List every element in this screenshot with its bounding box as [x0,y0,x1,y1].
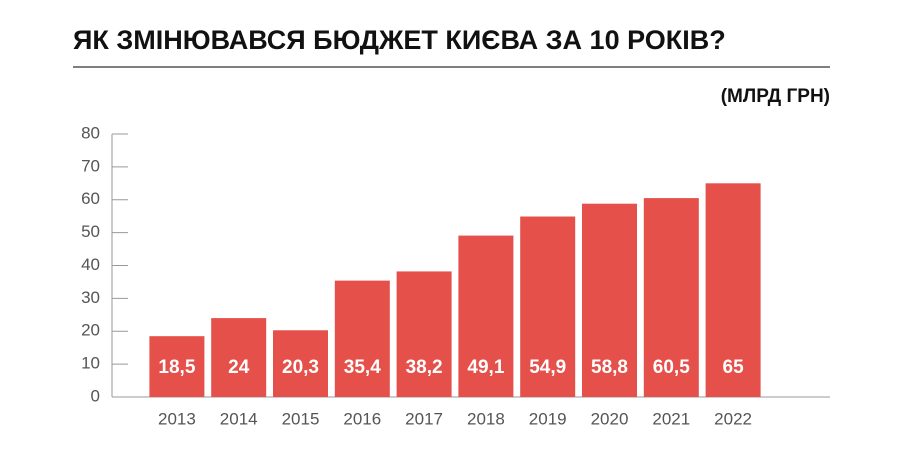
chart-title: ЯК ЗМІНЮВАВСЯ БЮДЖЕТ КИЄВА ЗА 10 РОКІВ? [73,25,726,55]
value-label: 60,5 [653,357,690,378]
value-label: 49,1 [467,357,504,378]
bar [582,203,637,397]
bar [643,198,699,397]
bar [273,330,328,397]
x-tick-label: 2018 [467,409,505,428]
bar [396,271,452,397]
value-label: 58,8 [591,357,628,378]
x-tick-label: 2013 [158,409,196,428]
value-label: 20,3 [282,357,319,378]
y-tick-label: 0 [91,386,100,405]
bar [211,318,267,397]
bar [458,235,514,397]
bar [520,216,576,397]
value-label: 24 [228,357,250,378]
y-tick-label: 80 [81,123,100,142]
x-tick-label: 2020 [591,409,629,428]
y-tick-label: 30 [81,288,100,307]
value-label: 38,2 [406,357,443,378]
value-label: 65 [723,357,745,378]
unit-label: (МЛРД ГРН) [721,86,830,107]
y-tick-label: 40 [81,255,100,274]
x-tick-label: 2015 [282,409,320,428]
y-tick-label: 50 [81,222,100,241]
y-tick-label: 60 [81,189,100,208]
y-tick-label: 20 [81,321,100,340]
bar [705,183,761,397]
value-label: 54,9 [529,357,566,378]
x-tick-label: 2021 [652,409,690,428]
y-tick-label: 10 [81,354,100,373]
bar [149,336,205,397]
x-tick-label: 2022 [714,409,752,428]
x-tick-label: 2016 [343,409,381,428]
value-label: 18,5 [158,357,195,378]
value-label: 35,4 [344,357,381,378]
y-tick-label: 70 [81,156,100,175]
x-tick-label: 2017 [405,409,443,428]
bar [334,280,390,397]
x-tick-label: 2019 [529,409,567,428]
x-tick-label: 2014 [220,409,258,428]
